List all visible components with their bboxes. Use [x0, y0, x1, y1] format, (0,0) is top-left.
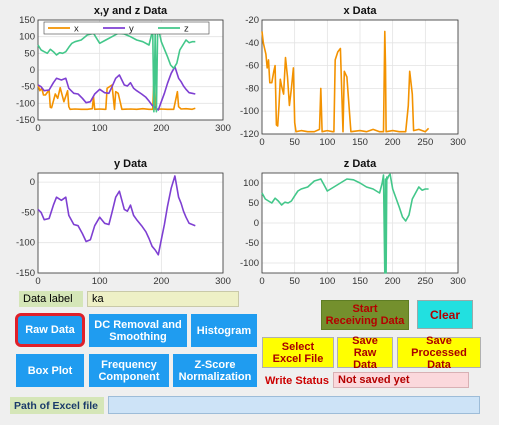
- x-tick-label: 0: [259, 276, 264, 287]
- y-tick-label: -120: [240, 129, 259, 140]
- x-tick-label: 300: [450, 276, 466, 287]
- y-tick-label: 0: [30, 65, 35, 76]
- plot-y-svg: -150 -100 -50 0 0 100 200 300 y Data: [16, 158, 231, 287]
- excel-path-label: Path of Excel file: [10, 397, 104, 414]
- plot-frame: [261, 19, 459, 135]
- x-tick-label: 200: [385, 276, 401, 287]
- y-tick-label: -40: [245, 38, 259, 49]
- plot-xyz: -150 -100 -50 0 50 100 150 0 100 200 300 x,y and z …: [0, 0, 240, 160]
- y-tick-label: -50: [21, 82, 35, 93]
- plot-frame: [37, 172, 224, 274]
- save-raw-data-button[interactable]: Save Raw Data: [337, 335, 393, 371]
- plot-frame: [261, 172, 459, 274]
- y-tick-label: 0: [254, 218, 259, 229]
- x-tick-label: 50: [289, 276, 300, 287]
- raw-data-button[interactable]: Raw Data: [15, 313, 85, 347]
- start-receiving-button[interactable]: Start Receiving Data: [321, 300, 409, 330]
- x-tick-label: 250: [417, 137, 433, 148]
- data-label-input[interactable]: ka: [87, 291, 239, 307]
- series-line-z: [261, 173, 429, 274]
- y-tick-label: -50: [245, 238, 259, 249]
- y-tick-label: -80: [245, 83, 259, 94]
- plot-x: -120 -100 -80 -60 -40 -20 0 50 100 150 200 250 300 x …: [240, 0, 480, 160]
- excel-path-input[interactable]: [108, 396, 480, 414]
- write-status-value: Not saved yet: [333, 372, 469, 388]
- data-label-caption: Data label: [19, 291, 83, 307]
- chart-title: y Data: [114, 158, 148, 170]
- series-line-x: [37, 79, 196, 111]
- y-tick-label: 50: [24, 48, 35, 59]
- y-tick-label: -150: [16, 115, 35, 126]
- app-window: -150 -100 -50 0 50 100 150 0 100 200 300 x,y and z …: [0, 0, 499, 425]
- x-tick-label: 200: [153, 276, 169, 287]
- legend-label-z: z: [184, 24, 189, 35]
- x-tick-label: 150: [352, 137, 368, 148]
- y-tick-label: 0: [30, 177, 35, 188]
- x-tick-label: 0: [259, 137, 264, 148]
- legend-label-x: x: [74, 24, 79, 35]
- y-tick-label: 150: [19, 15, 35, 26]
- x-tick-label: 100: [319, 137, 335, 148]
- y-tick-label: -60: [245, 61, 259, 72]
- x-tick-label: 250: [417, 276, 433, 287]
- histogram-button[interactable]: Histogram: [191, 314, 257, 347]
- x-tick-label: 300: [450, 137, 466, 148]
- x-tick-label: 300: [215, 123, 231, 134]
- plot-z: -100 -50 0 50 100 0 50 100 150 200 250 300 z Data: [240, 150, 480, 290]
- x-tick-label: 100: [92, 276, 108, 287]
- write-status-label: Write Status: [265, 374, 329, 387]
- series-line-x: [261, 30, 430, 133]
- chart-title: x Data: [343, 5, 377, 17]
- plot-z-svg: -100 -50 0 50 100 0 50 100 150 200 250 300 z Data: [240, 158, 466, 287]
- legend-label-y: y: [129, 24, 134, 35]
- plot-y: -150 -100 -50 0 0 100 200 300 y Data: [0, 150, 240, 290]
- y-tick-label: -150: [16, 268, 35, 279]
- clear-button[interactable]: Clear: [417, 300, 473, 329]
- y-tick-label: -100: [240, 258, 259, 269]
- y-tick-label: -50: [21, 207, 35, 218]
- chart-title: z Data: [344, 158, 377, 170]
- plot-area: [38, 173, 223, 273]
- y-tick-label: -100: [16, 238, 35, 249]
- y-tick-label: 100: [19, 32, 35, 43]
- x-tick-label: 300: [215, 276, 231, 287]
- y-tick-label: -100: [240, 106, 259, 117]
- frequency-component-button[interactable]: Frequency Component: [89, 354, 169, 387]
- x-tick-label: 0: [35, 276, 40, 287]
- box-plot-button[interactable]: Box Plot: [16, 354, 84, 387]
- x-tick-label: 200: [153, 123, 169, 134]
- zscore-normalization-button[interactable]: Z-Score Normalization: [173, 354, 257, 387]
- x-tick-label: 100: [92, 123, 108, 134]
- x-tick-label: 100: [319, 276, 335, 287]
- legend-box: [43, 21, 210, 35]
- plot-frame: [37, 19, 224, 121]
- select-excel-file-button[interactable]: Select Excel File: [262, 337, 334, 368]
- x-tick-label: 50: [289, 137, 300, 148]
- x-tick-label: 150: [352, 276, 368, 287]
- plot-xyz-svg: -150 -100 -50 0 50 100 150 0 100 200 300 x,y and z …: [16, 5, 231, 134]
- x-tick-label: 200: [385, 137, 401, 148]
- series-line-y: [37, 175, 196, 256]
- save-processed-data-button[interactable]: Save Processed Data: [397, 335, 481, 371]
- y-tick-label: -100: [16, 98, 35, 109]
- y-tick-label: -20: [245, 15, 259, 26]
- chart-title: x,y and z Data: [94, 5, 168, 17]
- y-tick-label: 100: [243, 178, 259, 189]
- dc-removal-button[interactable]: DC Removal and Smoothing: [89, 314, 187, 347]
- y-tick-label: 50: [248, 198, 259, 209]
- plot-x-svg: -120 -100 -80 -60 -40 -20 0 50 100 150 200 250 300 x …: [240, 5, 466, 148]
- x-tick-label: 0: [35, 123, 40, 134]
